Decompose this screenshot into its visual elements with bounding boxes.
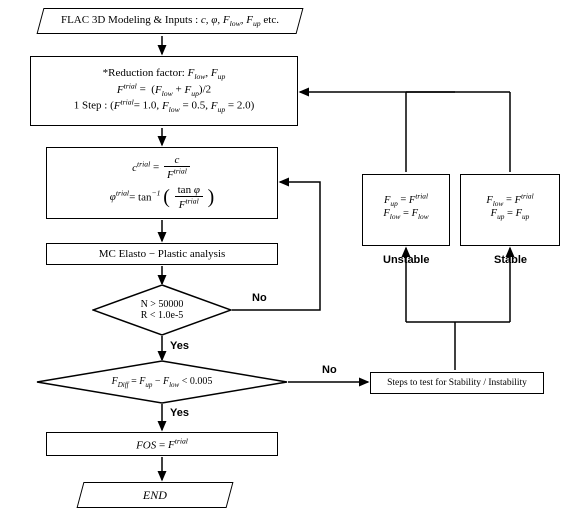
d2-no-label: No [322, 364, 337, 376]
stability-text: Steps to test for Stability / Instabilit… [387, 378, 527, 388]
end-box: END [77, 482, 234, 508]
d1-line2: R < 1.0e-5 [141, 310, 184, 321]
d2-expr: FDiff = Fup − Flow < 0.005 [112, 376, 213, 389]
stable-eq1: Flow = Ftrial [486, 191, 533, 208]
reduction-line1-prefix: *Reduction factor: [103, 67, 188, 79]
fos-box: FOS = Ftrial [46, 432, 278, 456]
input-prefix: FLAC 3D Modeling & Inputs : [61, 14, 201, 26]
update-eq2: φtrial= tan−1 ( tan φFtrial ) [110, 185, 215, 211]
update-eq1: ctrial = cFtrial [132, 155, 192, 181]
d2-yes-label: Yes [170, 407, 189, 419]
decision-convergence: N > 50000 R < 1.0e-5 [92, 284, 232, 336]
stability-test-box: Steps to test for Stability / Instabilit… [370, 372, 544, 394]
d1-yes-label: Yes [170, 340, 189, 352]
reduction-line3: 1 Step : (Ftrial= 1.0, Flow = 0.5, Fup =… [74, 98, 255, 114]
reduction-factor-box: *Reduction factor: Flow, Fup Ftrial = (F… [30, 56, 298, 126]
stable-eq2: Fup = Fup [491, 208, 530, 221]
mc-analysis-box: MC Elasto − Plastic analysis [46, 243, 278, 265]
d1-no-label: No [252, 292, 267, 304]
input-box: FLAC 3D Modeling & Inputs : c, φ, Flow, … [37, 8, 304, 34]
input-params: c, φ, Flow, Fup [201, 14, 261, 26]
unstable-title: Unstable [383, 254, 429, 266]
fos-text: FOS = Ftrial [136, 437, 188, 452]
unstable-box: Fup = Ftrial Flow = Flow [362, 174, 450, 246]
d1-line1: N > 50000 [141, 299, 184, 310]
update-params-box: ctrial = cFtrial φtrial= tan−1 ( tan φFt… [46, 147, 278, 219]
decision-fdiff: FDiff = Fup − Flow < 0.005 [36, 360, 288, 404]
stable-title: Stable [494, 254, 527, 266]
stable-box: Flow = Ftrial Fup = Fup [460, 174, 560, 246]
input-suffix: etc. [261, 14, 279, 26]
reduction-line2: Ftrial = (Flow + Fup)/2 [117, 82, 211, 98]
unstable-eq1: Fup = Ftrial [384, 191, 428, 208]
mc-text: MC Elasto − Plastic analysis [99, 248, 226, 260]
end-text: END [143, 488, 167, 502]
unstable-eq2: Flow = Flow [383, 208, 428, 221]
